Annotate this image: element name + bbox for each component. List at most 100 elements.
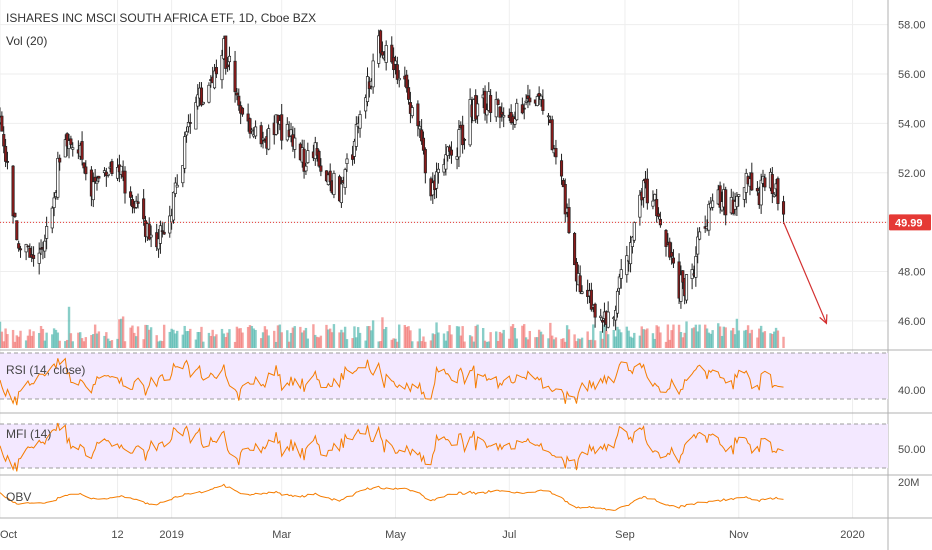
volume-bar [442, 333, 446, 348]
forecast-arrow [782, 221, 828, 325]
volume-bar [567, 329, 571, 348]
candle-body [80, 141, 84, 160]
obv-label: OBV [6, 490, 31, 504]
candle-body [462, 138, 467, 141]
volume-bar [541, 334, 545, 348]
volume-bar [144, 324, 147, 348]
candle-body [684, 274, 689, 301]
candle-body [97, 176, 101, 179]
volume-bar [590, 339, 593, 348]
volume-bar [28, 329, 32, 348]
volume-bar [554, 337, 558, 348]
volume-bar [340, 329, 343, 348]
volume-bar [683, 332, 686, 348]
candle-body [358, 114, 362, 129]
time-tick-label: Jul [502, 529, 516, 541]
volume-bar [646, 328, 649, 348]
volume-bar [588, 339, 591, 348]
candle-body [15, 220, 19, 241]
volume-bar [43, 340, 46, 348]
volume-bar [239, 328, 242, 348]
volume-bar [537, 329, 541, 348]
candle-body [619, 269, 623, 279]
candle-body [500, 111, 504, 115]
volume-bar [263, 326, 267, 348]
volume-bar [707, 332, 711, 348]
time-axis[interactable]: Oct 12 2019 Mar May Jul Sep Nov 2020 [0, 529, 865, 541]
candle-body [461, 124, 465, 146]
volume-bar [56, 332, 60, 348]
candle-body [175, 184, 179, 188]
candle-body [134, 200, 138, 208]
candle-body [289, 129, 293, 137]
volume-bar [605, 330, 608, 348]
candle-body [194, 102, 198, 130]
volume-bar [705, 328, 709, 348]
volume-bar [168, 331, 171, 348]
candle-body [147, 223, 151, 240]
volume-bar [470, 336, 474, 348]
volume-bar [17, 336, 20, 348]
volume-bar [735, 318, 739, 348]
volume-bar [593, 340, 597, 348]
candle-body [656, 213, 661, 217]
candle-body [91, 181, 95, 201]
volume-bar [261, 332, 265, 348]
volume-bar [146, 324, 149, 348]
candle-body [65, 133, 69, 147]
candle-body [158, 225, 162, 244]
volume-bar [433, 334, 436, 348]
candle-body [539, 95, 543, 100]
volume-bar [614, 336, 617, 348]
volume-bar [4, 328, 7, 348]
volume-bar [183, 325, 186, 348]
candle-body [671, 257, 676, 264]
volume-bar [26, 335, 30, 348]
candle-body [535, 96, 539, 106]
candle-body [274, 114, 278, 135]
volume-bar [332, 324, 336, 348]
volume-bar [276, 325, 280, 348]
candle-body [606, 311, 610, 328]
volume-bar [455, 326, 459, 348]
candle-body [173, 182, 177, 194]
volume-bar [664, 341, 668, 348]
volume-layer [0, 306, 785, 348]
volume-bar [342, 332, 345, 348]
volume-bar [528, 330, 532, 348]
candle-body [95, 180, 99, 184]
volume-bar [52, 328, 56, 348]
volume-bar [220, 328, 224, 348]
volume-bar [67, 306, 71, 348]
candle-body [37, 252, 41, 264]
candle-body [119, 165, 123, 175]
volume-bar [618, 329, 621, 348]
candle-body [653, 194, 657, 201]
volume-bar [472, 341, 476, 348]
candle-body [364, 97, 368, 112]
volume-bar [174, 333, 177, 348]
candle-body [638, 194, 642, 218]
volume-bar [606, 334, 610, 348]
volume-bar [720, 335, 724, 348]
candle-body [718, 185, 722, 208]
volume-bar [474, 325, 477, 348]
volume-bar [343, 326, 347, 348]
rsi-tick-label: 40.00 [898, 385, 926, 397]
mfi-band [0, 424, 888, 468]
candle-body [567, 207, 571, 233]
candle-body [737, 194, 741, 197]
volume-bar [172, 329, 175, 348]
price-tick-label: 58.00 [898, 20, 926, 32]
volume-bar [358, 332, 362, 348]
volume-bar [666, 324, 670, 348]
volume-bar [161, 341, 164, 348]
volume-bar [315, 336, 319, 348]
candle-body [664, 230, 668, 247]
candle-body [56, 158, 60, 198]
volume-bar [511, 324, 515, 348]
candle-body [489, 95, 493, 113]
candle-body [304, 165, 308, 172]
volume-bar [599, 331, 602, 348]
